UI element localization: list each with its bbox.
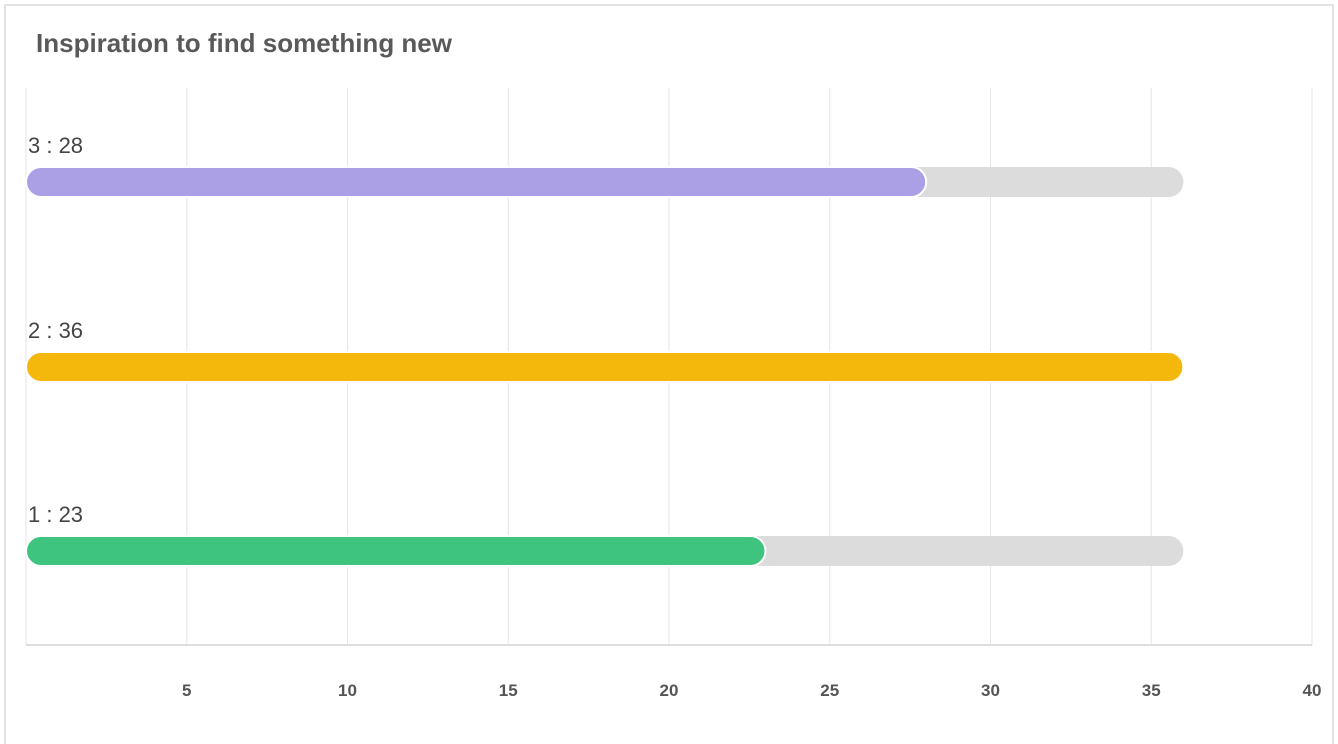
bar-label: 2 : 36	[28, 318, 83, 343]
x-axis: 5 10 15 20 25 30 35 40	[26, 644, 1322, 700]
x-tick-label: 15	[499, 681, 518, 700]
x-tick-label: 30	[981, 681, 1000, 700]
x-tick-label: 25	[820, 681, 839, 700]
x-tick-label: 40	[1303, 681, 1322, 700]
x-tick-label: 10	[338, 681, 357, 700]
bar-labels: 3 : 28 2 : 36 1 : 23	[28, 133, 83, 527]
bar[interactable]	[25, 166, 928, 198]
bars	[25, 166, 1185, 567]
x-tick-label: 20	[660, 681, 679, 700]
bar[interactable]	[25, 535, 767, 567]
bar-label: 1 : 23	[28, 502, 83, 527]
x-tick-label: 5	[182, 681, 191, 700]
x-tick-label: 35	[1142, 681, 1161, 700]
chart-title: Inspiration to find something new	[36, 28, 452, 58]
bar[interactable]	[25, 351, 1185, 383]
bar-label: 3 : 28	[28, 133, 83, 158]
